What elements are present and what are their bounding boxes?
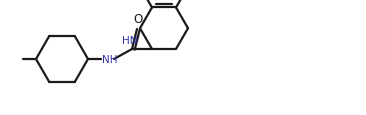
Text: HN: HN [123,36,138,46]
Text: NH: NH [102,55,117,64]
Text: O: O [133,13,143,26]
